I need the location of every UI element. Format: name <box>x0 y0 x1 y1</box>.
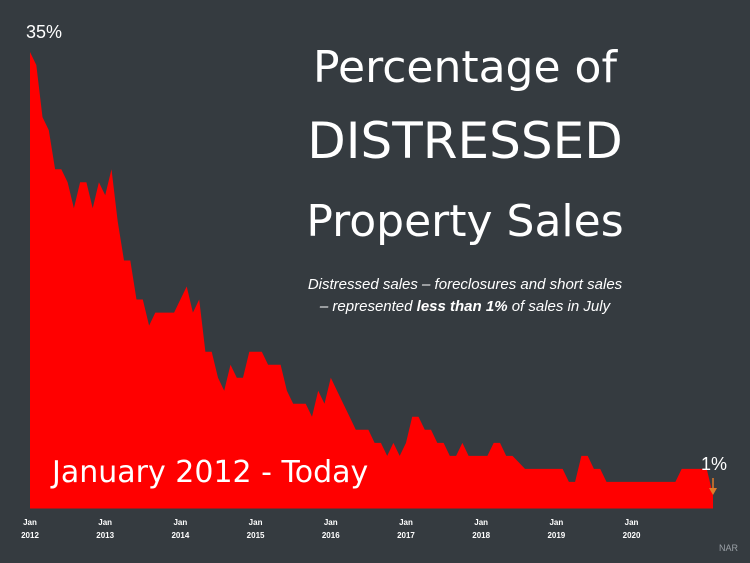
series-area <box>30 52 713 508</box>
x-tick-month: Jan <box>474 518 488 527</box>
subtitle-line-2: – represented less than 1% of sales in J… <box>280 298 650 315</box>
title-line-2: DISTRESSED <box>307 112 623 170</box>
x-tick-month: Jan <box>249 518 263 527</box>
subtitle-line-2-pre: – represented <box>319 298 417 315</box>
x-tick-year: 2013 <box>96 531 114 540</box>
subtitle-emphasis: less than 1% <box>416 298 508 315</box>
x-tick-month: Jan <box>98 518 112 527</box>
end-marker-arrow-icon <box>709 488 717 495</box>
x-tick-month: Jan <box>399 518 413 527</box>
x-tick-month: Jan <box>23 518 37 527</box>
x-tick-month: Jan <box>173 518 187 527</box>
x-tick-month: Jan <box>625 518 639 527</box>
x-tick-month: Jan <box>549 518 563 527</box>
x-tick-year: 2017 <box>397 531 415 540</box>
source-label: NAR <box>718 543 738 553</box>
period-label: January 2012 - Today <box>52 455 369 490</box>
subtitle-line-2-post: of sales in July <box>507 298 611 315</box>
x-tick-year: 2018 <box>472 531 490 540</box>
title-line-3: Property Sales <box>306 196 624 247</box>
x-tick-year: 2019 <box>547 531 565 540</box>
x-tick-year: 2012 <box>21 531 39 540</box>
x-tick-year: 2016 <box>322 531 340 540</box>
title-line-1: Percentage of <box>313 42 617 93</box>
x-tick-year: 2015 <box>247 531 265 540</box>
subtitle-line-1: Distressed sales – foreclosures and shor… <box>307 276 623 293</box>
peak-annotation: 35% <box>26 22 63 42</box>
x-tick-year: 2020 <box>623 531 641 540</box>
end-annotation: 1% <box>701 454 728 474</box>
x-tick-month: Jan <box>324 518 338 527</box>
x-tick-year: 2014 <box>171 531 189 540</box>
